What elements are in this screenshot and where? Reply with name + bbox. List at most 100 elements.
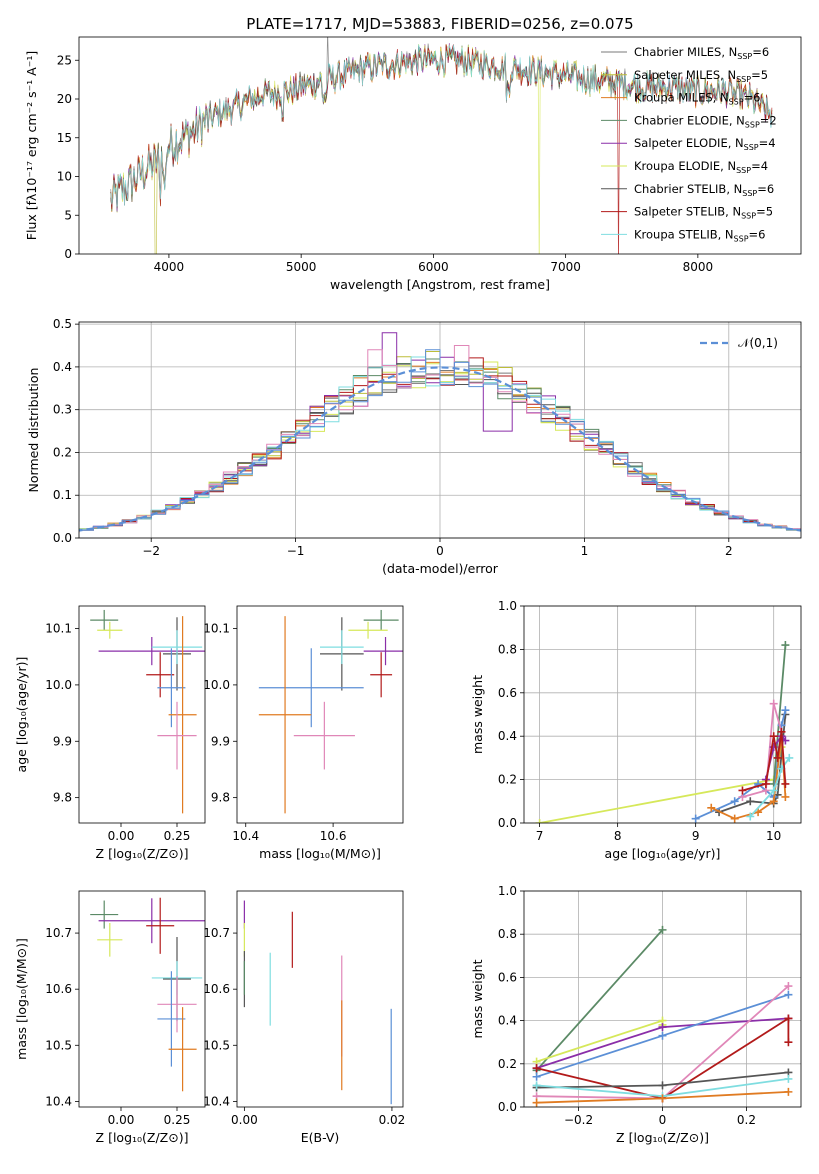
- series-marker: [532, 1064, 541, 1073]
- y-tick-label: 10.7: [203, 926, 230, 940]
- panel-age-vs-mass: 10.4 10.6 9.8 9.9 10.0 10.1 mass [log₁₀(M/M⊙)]: [203, 605, 404, 861]
- legend-entry: Kroupa ELODIE, NSSP=4: [634, 159, 768, 175]
- x-tick-label: −2: [142, 544, 160, 558]
- plot-area: [90, 609, 205, 814]
- axes-frame: [523, 890, 802, 1108]
- series-marker: [785, 753, 794, 762]
- error-bar-point: [157, 971, 186, 1067]
- x-axis-label: wavelength [Angstrom, rest frame]: [330, 277, 550, 292]
- series-marker: [769, 699, 778, 708]
- x-tick-label: 7000: [550, 260, 581, 274]
- y-tick-label: 9.8: [53, 791, 72, 805]
- x-tick-label: 5000: [286, 260, 317, 274]
- x-axis-label: Z [log₁₀(Z/Z⊙)]: [96, 1130, 189, 1145]
- x-tick-label: 10.6: [320, 829, 347, 843]
- y-tick-label: 0.5: [53, 317, 72, 331]
- plot-area: [110, 37, 773, 254]
- series-marker: [532, 1098, 541, 1107]
- x-axis-label: Z [log₁₀(Z/Z⊙)]: [616, 1130, 709, 1145]
- legend-entry: Salpeter MILES, NSSP=5: [634, 68, 768, 84]
- series-marker: [658, 1031, 667, 1040]
- y-tick-label: 10.4: [45, 1094, 72, 1108]
- y-tick-label: 10.4: [203, 1094, 230, 1108]
- axes-frame: [236, 890, 404, 1108]
- mass-weight-series: [532, 925, 667, 1075]
- y-tick-label: 10.5: [45, 1038, 72, 1052]
- x-tick-label: 6000: [418, 260, 449, 274]
- legend: Chabrier MILES, NSSP=6 Salpeter MILES, NS…: [601, 45, 777, 243]
- plot-area: [258, 609, 403, 814]
- error-bar-point: [157, 976, 197, 1033]
- panel-age-vs-Z: 0.00 0.25 9.8 9.9 10.0 10.1 Z [log₁₀(Z/Z⊙)] age…: [14, 605, 206, 861]
- spectrum-line: [110, 44, 773, 207]
- panel-mass-vs-Z: 0.00 0.25 10.4 10.5 10.6 10.7 Z [log₁₀(Z/Z⊙)] m…: [14, 890, 206, 1145]
- series-marker: [761, 779, 770, 788]
- x-axis-label: Z [log₁₀(Z/Z⊙)]: [96, 846, 189, 861]
- series-marker: [746, 812, 755, 821]
- x-tick-label: 7: [536, 829, 544, 843]
- axes-frame: [78, 890, 206, 1108]
- series-line: [742, 731, 787, 792]
- series-marker: [730, 814, 739, 823]
- error-bar-point: [97, 621, 123, 639]
- error-bar-point: [348, 621, 388, 639]
- x-tick-label: 9: [692, 829, 700, 843]
- y-tick-label: 0.2: [498, 1057, 517, 1071]
- series-line: [772, 645, 787, 784]
- mass-weight-series: [738, 727, 790, 795]
- error-bar-point: [157, 648, 186, 728]
- y-tick-label: 5: [64, 208, 72, 222]
- x-tick-label: 0.00: [108, 1113, 135, 1127]
- y-tick-label: 0.8: [498, 927, 517, 941]
- y-tick-label: 0.2: [53, 445, 72, 459]
- series-marker: [769, 797, 778, 806]
- mass-weight-series: [746, 753, 794, 821]
- x-tick-label: 4000: [154, 260, 185, 274]
- y-tick-label: 10: [57, 170, 72, 184]
- series-marker: [784, 1074, 793, 1083]
- y-tick-label: 0.8: [498, 642, 517, 656]
- axes-frame: [78, 605, 206, 824]
- x-tick-label: 0.2: [737, 1113, 756, 1127]
- y-tick-label: 0.2: [498, 773, 517, 787]
- series-marker: [781, 641, 790, 650]
- series-marker: [532, 1081, 541, 1090]
- series-marker: [658, 925, 667, 934]
- y-tick-label: 9.9: [53, 734, 72, 748]
- y-axis-label: age [log₁₀(age/yr)]: [14, 657, 29, 773]
- series-marker: [781, 792, 790, 801]
- y-tick-label: 0.1: [53, 488, 72, 502]
- series-marker: [746, 797, 755, 806]
- error-bar-point: [90, 900, 119, 929]
- error-bar-point: [146, 897, 175, 954]
- panel-spectrum: 4000 5000 6000 7000 8000 0 5 10 15 20 25 wavelength…: [24, 15, 802, 292]
- y-tick-label: 10.1: [203, 622, 230, 636]
- y-tick-label: 10.0: [203, 678, 230, 692]
- x-tick-label: 0: [659, 1113, 667, 1127]
- series-marker: [769, 732, 778, 741]
- error-bar-point: [258, 616, 312, 814]
- axes-frame: [78, 36, 802, 255]
- error-bar-point: [146, 652, 175, 698]
- y-tick-label: 0.3: [53, 403, 72, 417]
- y-tick-label: 10.5: [203, 1038, 230, 1052]
- series-marker: [532, 1072, 541, 1081]
- error-bar-point: [97, 922, 123, 957]
- y-axis-label: mass [log₁₀(M/M⊙)]: [14, 938, 29, 1060]
- plot-area: [90, 897, 205, 1092]
- series-marker: [535, 819, 544, 823]
- axes-frame: [236, 605, 404, 824]
- x-tick-label: −0.2: [564, 1113, 593, 1127]
- error-bar-point: [98, 898, 205, 944]
- x-tick-label: 0.25: [164, 829, 191, 843]
- y-tick-label: 20: [57, 92, 72, 106]
- y-tick-label: 15: [57, 131, 72, 145]
- x-tick-label: 2: [725, 544, 733, 558]
- plot-area: [243, 900, 392, 1105]
- plot-area: [79, 332, 801, 533]
- y-tick-label: 1.0: [498, 599, 517, 613]
- y-tick-label: 10.6: [45, 982, 72, 996]
- x-tick-label: 8000: [683, 260, 714, 274]
- x-axis-label: mass [log₁₀(M/M⊙)]: [259, 846, 381, 861]
